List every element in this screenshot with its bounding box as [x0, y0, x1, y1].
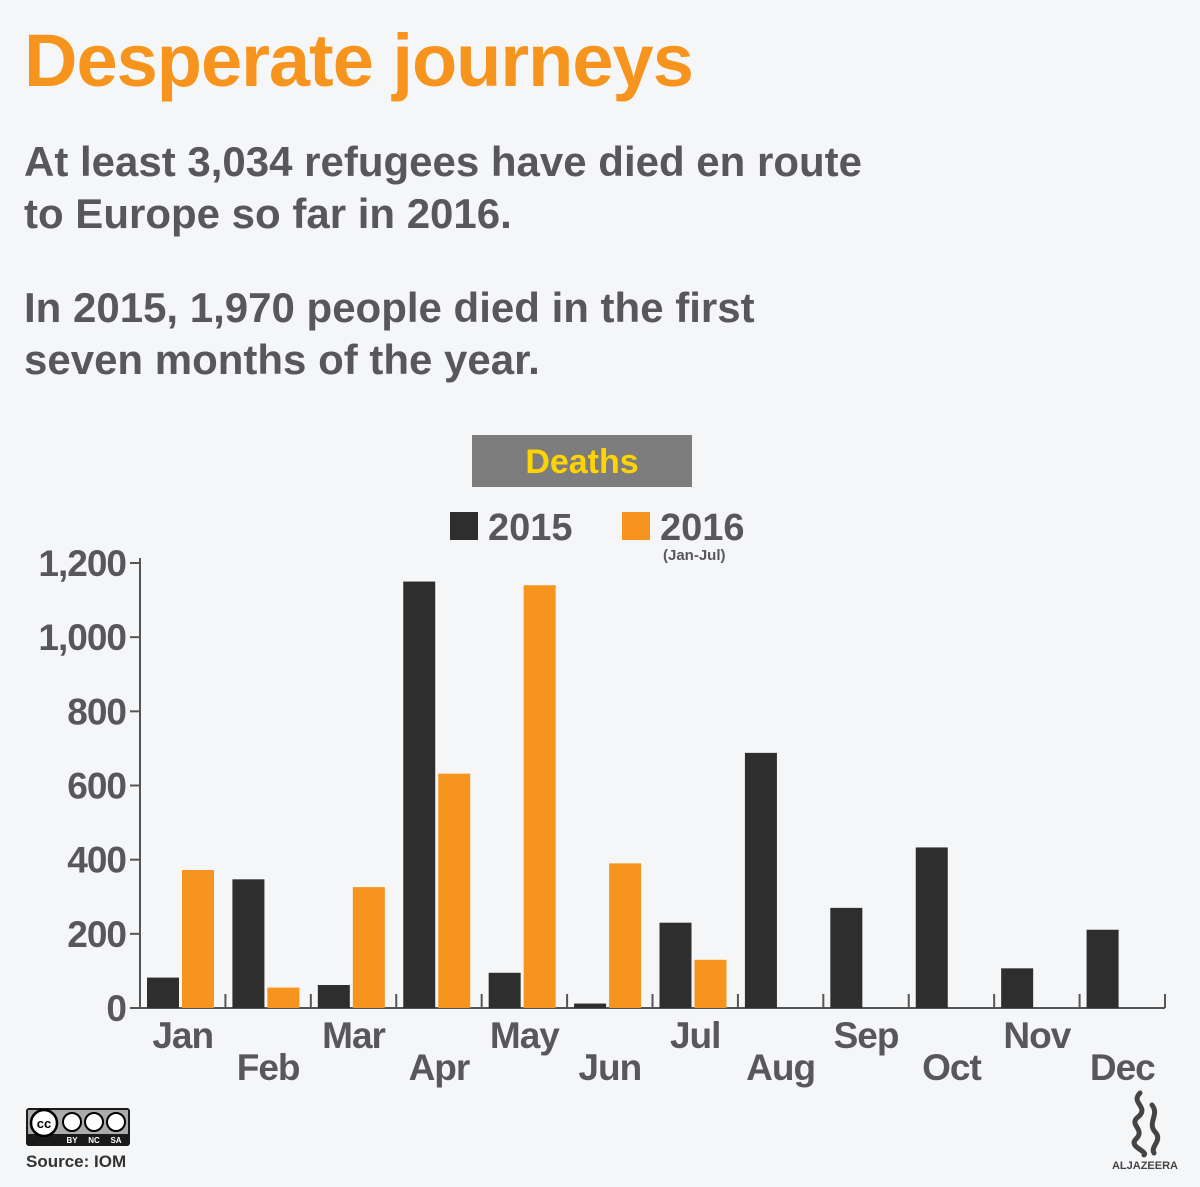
x-tick-label: Sep [834, 1015, 899, 1056]
bar-2016-jan [182, 870, 214, 1008]
cc-icon-label: cc [37, 1116, 51, 1131]
bar-2015-oct [915, 847, 948, 1008]
y-tick-label: 600 [67, 766, 126, 807]
x-tick-label: Oct [922, 1047, 981, 1088]
sa-icon [106, 1112, 126, 1132]
subtitle-line: At least 3,034 refugees have died en rou… [24, 138, 862, 185]
x-tick-label: Mar [322, 1015, 385, 1056]
y-tick-label: 400 [67, 840, 126, 881]
chart-title-banner [472, 435, 692, 487]
subtitle-line: to Europe so far in 2016. [24, 190, 512, 237]
sa-label: SA [110, 1136, 121, 1145]
bar-2015-feb [232, 879, 265, 1008]
y-tick-label: 800 [67, 691, 126, 732]
x-tick-label: Apr [409, 1047, 470, 1088]
legend-swatch-2015 [450, 512, 478, 540]
aljazeera-wordmark: ALJAZEERA [1112, 1160, 1178, 1172]
cc-icon [29, 1108, 59, 1138]
aljazeera-logo-mark [1131, 1090, 1161, 1158]
subtitle-line: In 2015, 1,970 people died in the first [24, 284, 755, 331]
source-note: Source: IOM [26, 1152, 127, 1171]
bar-2016-mar [352, 887, 385, 1008]
subtitle-line: seven months of the year. [24, 336, 540, 383]
nc-label: NC [88, 1136, 100, 1145]
x-tick-label: Dec [1090, 1047, 1155, 1088]
by-icon [62, 1112, 82, 1132]
bar-2015-mar [317, 985, 350, 1008]
bar-2016-may [523, 585, 556, 1008]
deaths-bar-chart: Deaths 2015 2016 (Jan-Jul) 0 200 400 600 800… [38, 435, 1166, 1088]
x-tick-label: Jun [578, 1047, 641, 1088]
bar-2016-jul [694, 959, 727, 1008]
bar-2015-jun [574, 1003, 607, 1008]
bar-2016-jun [609, 863, 642, 1008]
legend-label-2015: 2015 [488, 507, 573, 549]
subtitle-2015: In 2015, 1,970 people died in the first … [24, 282, 755, 386]
x-tick-label: Jan [152, 1015, 213, 1056]
page-title: Desperate journeys [24, 19, 694, 102]
bar-2015-jul [659, 922, 692, 1008]
bar-2016-feb [267, 987, 300, 1008]
bar-2015-nov [1001, 968, 1034, 1008]
y-tick-label: 0 [106, 988, 126, 1029]
bar-2016-apr [438, 773, 471, 1008]
x-tick-label: Jul [670, 1015, 720, 1056]
by-label: BY [66, 1136, 78, 1145]
legend-swatch-2016 [622, 512, 650, 540]
bar-2015-aug [744, 752, 777, 1008]
bar-2015-sep [830, 907, 863, 1008]
x-tick-label: Nov [1003, 1015, 1071, 1056]
x-tick-label: May [490, 1015, 560, 1056]
bar-2015-jan [147, 977, 179, 1008]
legend-note-2016: (Jan-Jul) [663, 547, 726, 564]
x-tick-label: Aug [746, 1047, 815, 1088]
x-tick-label: Feb [237, 1047, 300, 1088]
plot-area: 0 200 400 600 800 1,000 1,200 Jan Feb Mar Apr May Ju… [38, 543, 1166, 1088]
bar-2015-may [488, 972, 521, 1008]
legend-label-2016: 2016 [660, 507, 745, 549]
bar-2015-dec [1086, 929, 1119, 1008]
y-tick-label: 1,000 [38, 617, 126, 658]
nc-icon [84, 1112, 104, 1132]
aljazeera-logo: ALJAZEERA [1112, 1090, 1178, 1172]
subtitle-2016: At least 3,034 refugees have died en rou… [24, 136, 862, 240]
creative-commons-license-icon: cc BY NC SA [26, 1108, 130, 1146]
chart-title: Deaths [525, 443, 638, 481]
y-tick-label: 200 [67, 914, 126, 955]
y-tick-label: 1,200 [38, 543, 126, 584]
bar-2015-apr [403, 581, 436, 1008]
